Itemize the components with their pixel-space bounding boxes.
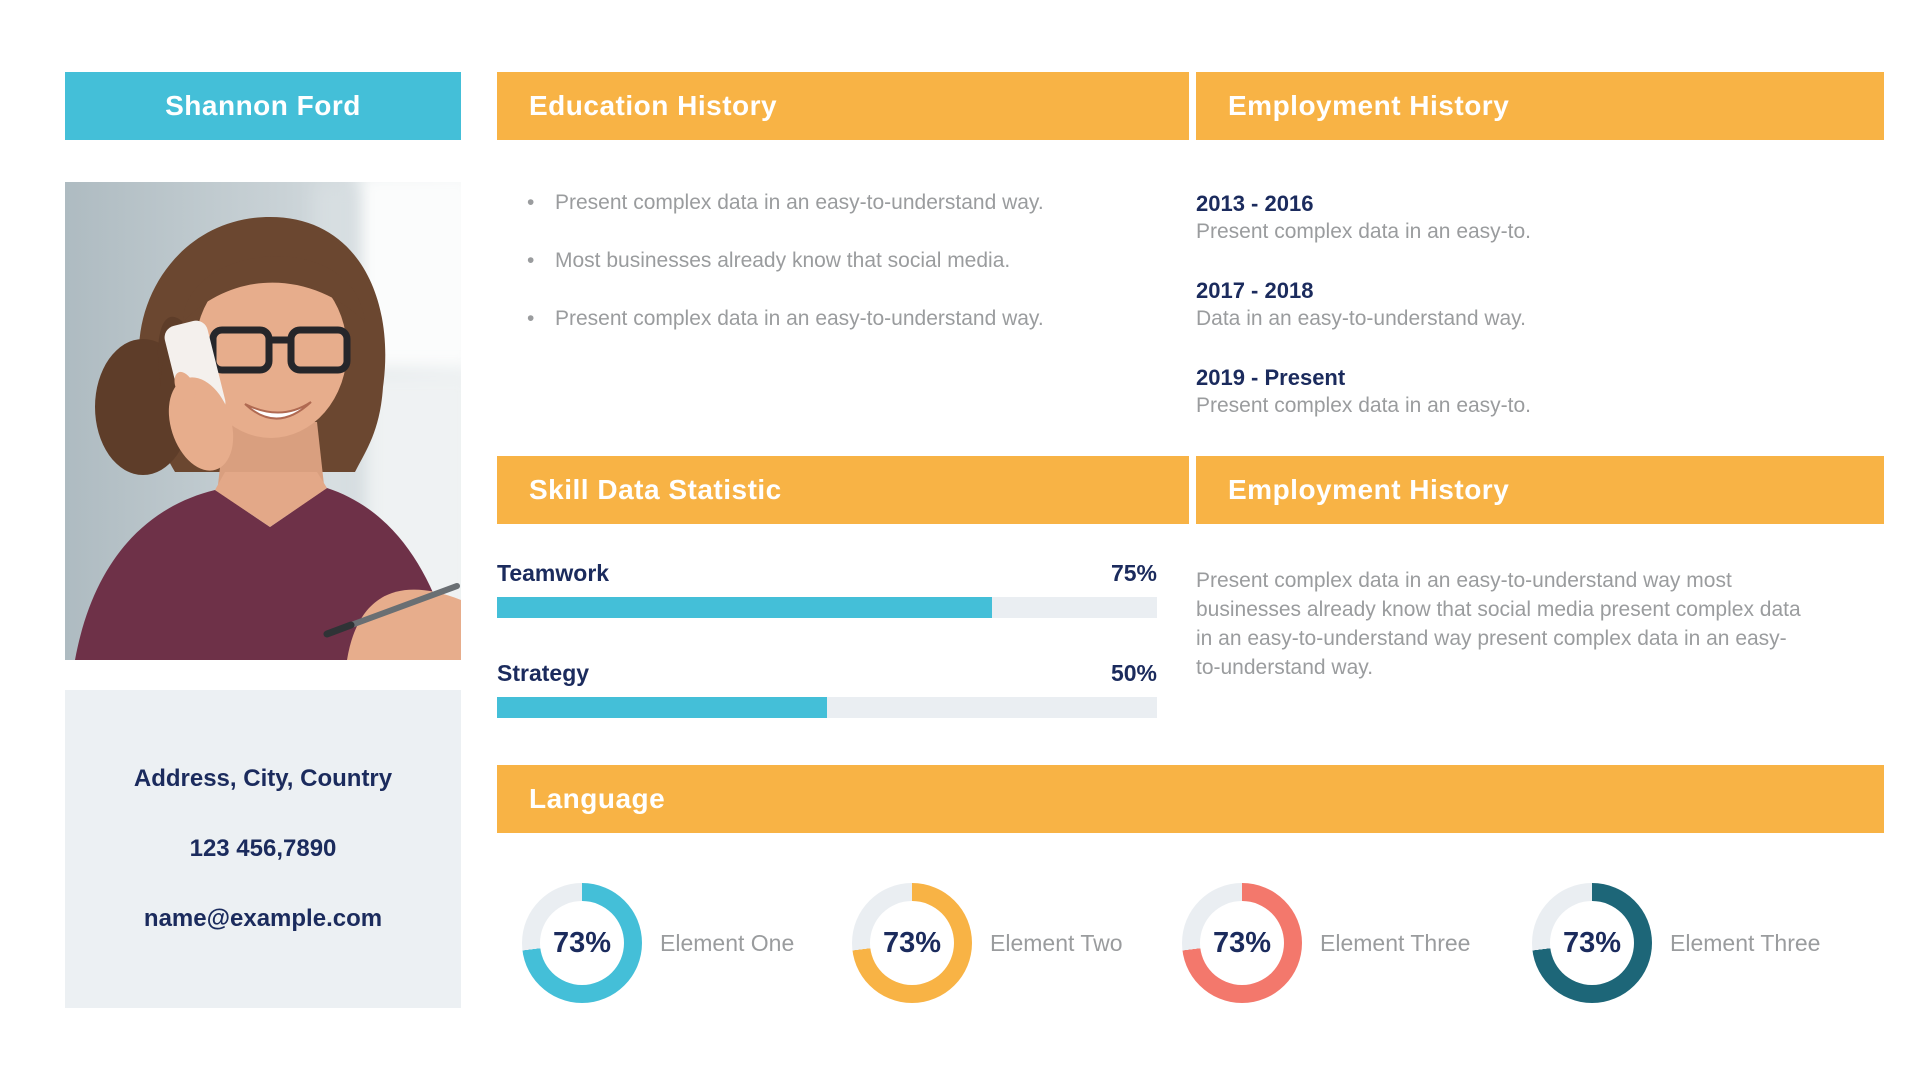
employment-summary-title: Employment History xyxy=(1228,474,1510,505)
donut-chart: 73% xyxy=(852,883,972,1003)
language-donut-element-three-b: 73% Element Three xyxy=(1532,883,1820,1003)
skill-row-strategy: Strategy 50% xyxy=(497,660,1157,718)
name-header: Shannon Ford xyxy=(65,72,461,140)
skill-label: Strategy xyxy=(497,660,590,686)
skill-percent: 50% xyxy=(1110,660,1157,686)
employment-period: 2013 - 2016 xyxy=(1196,191,1314,216)
employment-period: 2019 - Present xyxy=(1196,365,1346,390)
language-section-header: Language xyxy=(497,765,1884,833)
donut-label: Element Three xyxy=(1670,929,1821,956)
donut-label: Element Two xyxy=(990,929,1123,956)
employment-summary-paragraph: Present complex data in an easy-to-under… xyxy=(1196,569,1801,679)
employment-entry: 2019 - Present Present complex data in a… xyxy=(1196,364,1852,420)
employment-summary-section-header: Employment History xyxy=(1196,456,1884,524)
contact-card: Address, City, Country 123 456,7890 name… xyxy=(65,690,461,1008)
employment-period: 2017 - 2018 xyxy=(1196,278,1314,303)
donut-label: Element One xyxy=(660,929,795,956)
language-title: Language xyxy=(529,783,666,814)
skill-progress-track xyxy=(497,697,1157,718)
skill-progress-track xyxy=(497,597,1157,618)
employment-description: Data in an easy-to-understand way. xyxy=(1196,307,1526,330)
language-donut-element-one: 73% Element One xyxy=(522,883,794,1003)
donut-percent: 73% xyxy=(1562,926,1622,959)
donut-chart: 73% xyxy=(1532,883,1652,1003)
bullet-dot-icon: • xyxy=(527,191,535,214)
language-donut-element-three: 73% Element Three xyxy=(1182,883,1470,1003)
employment-entry: 2017 - 2018 Data in an easy-to-understan… xyxy=(1196,277,1852,333)
person-name: Shannon Ford xyxy=(165,90,361,121)
employment-section-header: Employment History xyxy=(1196,72,1884,140)
employment-entry: 2013 - 2016 Present complex data in an e… xyxy=(1196,190,1852,246)
education-title: Education History xyxy=(529,90,778,121)
language-donut-element-two: 73% Element Two xyxy=(852,883,1123,1003)
skill-label: Teamwork xyxy=(497,560,610,586)
employment-description: Present complex data in an easy-to. xyxy=(1196,394,1532,417)
employment-description: Present complex data in an easy-to. xyxy=(1196,220,1532,243)
donut-chart: 73% xyxy=(522,883,642,1003)
donut-percent: 73% xyxy=(552,926,612,959)
skills-section-header: Skill Data Statistic xyxy=(497,456,1189,524)
donut-label: Element Three xyxy=(1320,929,1471,956)
contact-email: name@example.com xyxy=(143,905,383,932)
education-bullet-list: • Present complex data in an easy-to-und… xyxy=(497,188,1157,362)
employment-entry-list: 2013 - 2016 Present complex data in an e… xyxy=(1196,190,1852,451)
skill-progress-fill xyxy=(497,697,827,718)
bullet-dot-icon: • xyxy=(527,249,535,272)
education-section-header: Education History xyxy=(497,72,1189,140)
donut-percent: 73% xyxy=(882,926,942,959)
education-bullet-item: • Present complex data in an easy-to-und… xyxy=(497,188,1157,217)
skills-title: Skill Data Statistic xyxy=(529,474,782,505)
bullet-dot-icon: • xyxy=(527,307,535,330)
education-bullet-item: • Present complex data in an easy-to-und… xyxy=(497,304,1157,333)
contact-address: Address, City, Country xyxy=(133,765,393,792)
contact-phone: 123 456,7890 xyxy=(189,835,337,862)
education-bullet-item: • Most businesses already know that soci… xyxy=(497,246,1157,275)
profile-photo-illustration xyxy=(65,182,461,660)
skill-row-teamwork: Teamwork 75% xyxy=(497,560,1157,618)
profile-photo xyxy=(65,182,461,660)
donut-chart: 73% xyxy=(1182,883,1302,1003)
skill-percent: 75% xyxy=(1110,560,1157,586)
donut-percent: 73% xyxy=(1212,926,1272,959)
employment-title: Employment History xyxy=(1228,90,1510,121)
skill-progress-fill xyxy=(497,597,992,618)
